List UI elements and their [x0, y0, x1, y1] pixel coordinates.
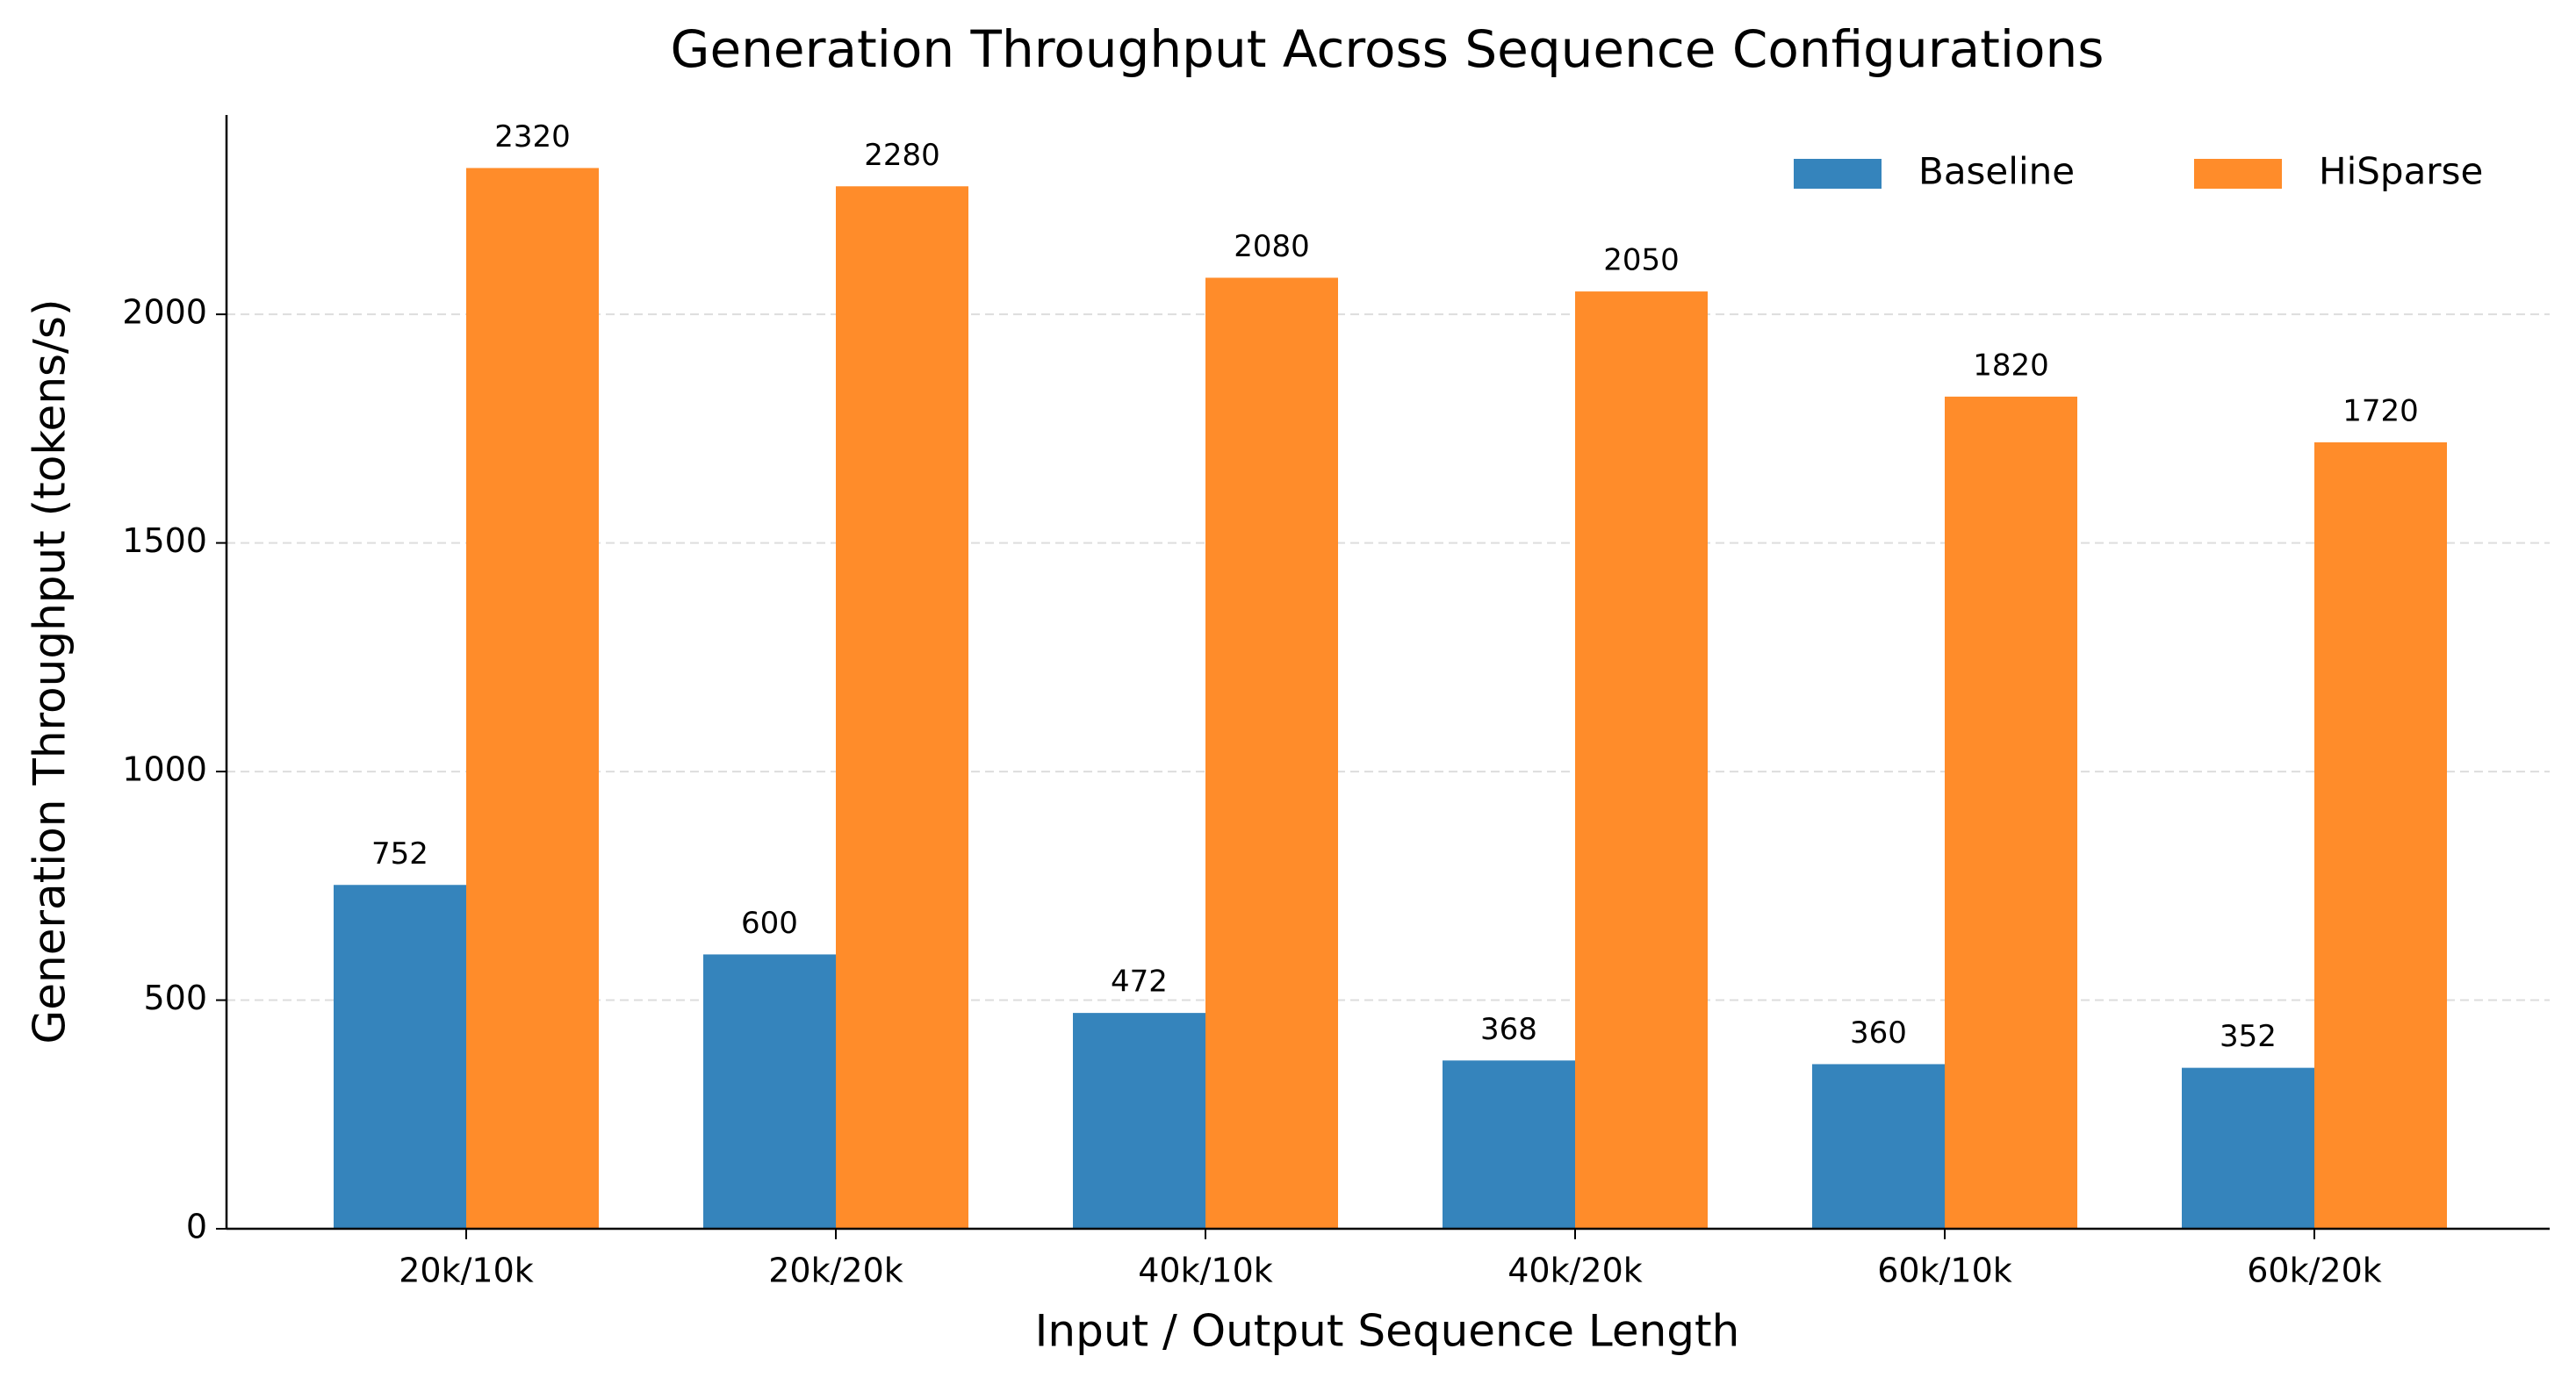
value-label: 2080 — [1234, 229, 1310, 264]
value-label: 368 — [1480, 1012, 1537, 1047]
y-tick-label: 1000 — [122, 750, 207, 789]
bar — [836, 186, 968, 1230]
value-label: 600 — [741, 906, 798, 941]
bar — [2314, 441, 2447, 1230]
value-label: 2280 — [864, 138, 940, 173]
value-label: 2320 — [494, 119, 571, 154]
legend-swatch — [2194, 159, 2282, 189]
bar — [334, 885, 466, 1229]
bar — [703, 954, 836, 1229]
bar — [1812, 1064, 1945, 1229]
value-label: 360 — [1850, 1015, 1907, 1051]
value-label: 472 — [1111, 965, 1168, 1000]
y-tick-label: 0 — [186, 1208, 207, 1246]
y-axis-label: Generation Throughput (tokens/s) — [25, 299, 76, 1044]
legend-label: Baseline — [1918, 150, 2075, 193]
legend-label: HiSparse — [2319, 150, 2483, 193]
value-label: 752 — [371, 836, 428, 872]
x-tick-label: 40k/10k — [1138, 1252, 1273, 1290]
y-tick-label: 2000 — [122, 293, 207, 332]
bar — [1073, 1013, 1205, 1229]
value-label: 2050 — [1603, 243, 1680, 278]
x-tick-label: 20k/10k — [399, 1252, 534, 1290]
chart-title: Generation Throughput Across Sequence Co… — [671, 19, 2105, 79]
bar — [1575, 291, 1708, 1229]
bar — [2182, 1067, 2314, 1229]
bar — [1443, 1060, 1575, 1229]
y-tick-label: 500 — [143, 979, 207, 1017]
value-label: 352 — [2220, 1019, 2277, 1054]
legend-swatch — [1794, 159, 1882, 189]
x-tick-label: 60k/10k — [1877, 1252, 2012, 1290]
bar — [1205, 277, 1338, 1229]
value-label: 1720 — [2342, 393, 2419, 428]
x-tick-label: 20k/20k — [768, 1252, 903, 1290]
value-label: 1820 — [1973, 348, 2049, 383]
x-tick-label: 60k/20k — [2247, 1252, 2382, 1290]
y-tick-label: 1500 — [122, 521, 207, 560]
bar — [466, 168, 599, 1229]
bar — [1945, 396, 2077, 1229]
x-axis-label: Input / Output Sequence Length — [1035, 1306, 1740, 1357]
x-tick-label: 40k/20k — [1507, 1252, 1643, 1290]
